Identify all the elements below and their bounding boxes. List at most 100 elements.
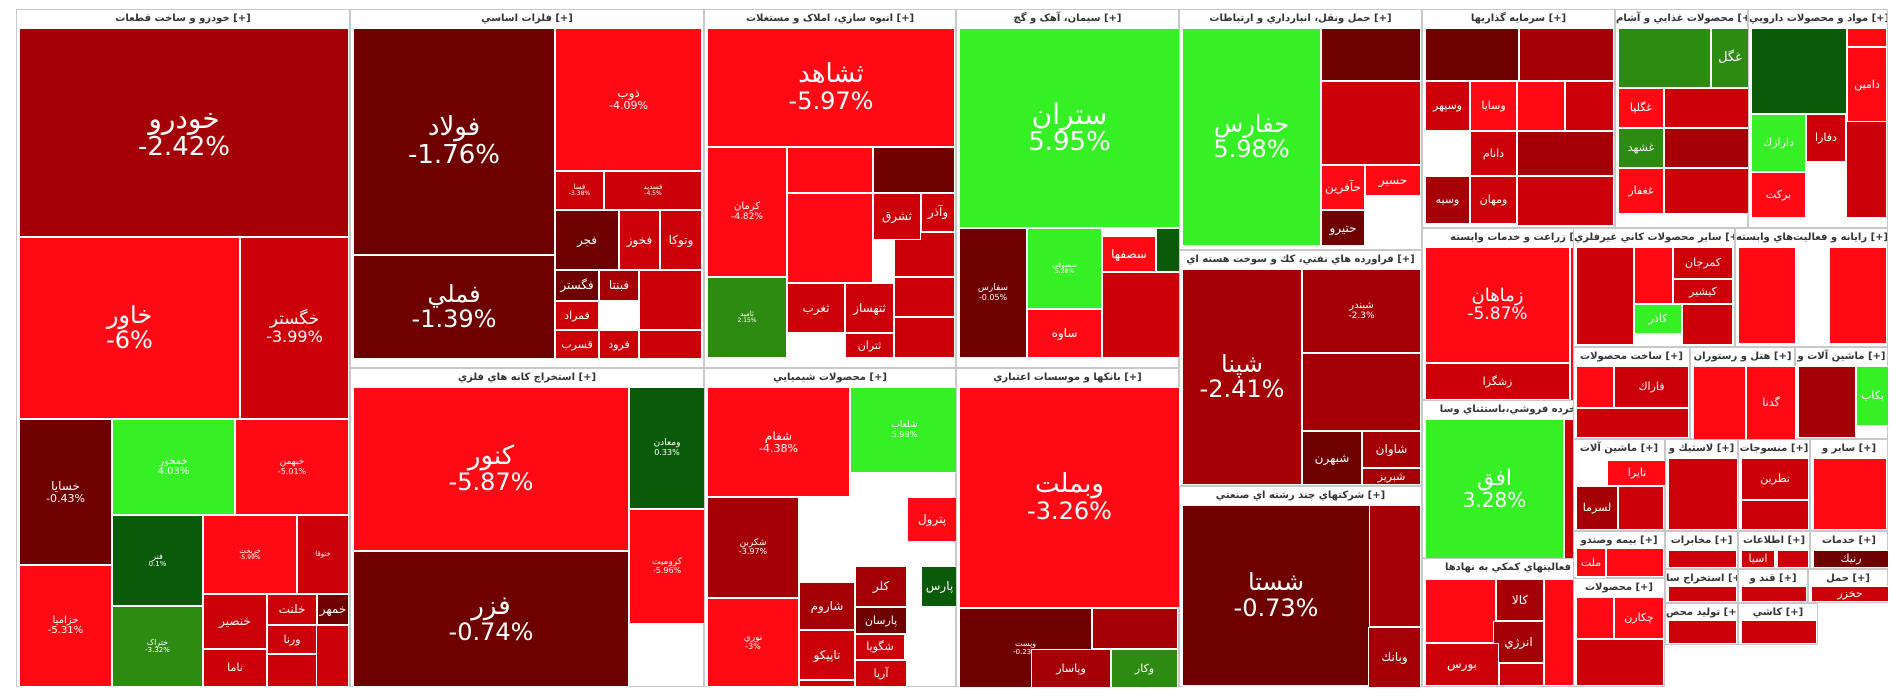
treemap-tile[interactable]: كرمان -4.82% bbox=[707, 147, 787, 277]
treemap-tile[interactable] bbox=[1302, 353, 1421, 431]
treemap-tile[interactable]: انرژي bbox=[1493, 621, 1544, 663]
treemap-tile[interactable] bbox=[1847, 28, 1887, 47]
treemap-tile[interactable] bbox=[799, 680, 855, 687]
treemap-tile[interactable]: خلنت bbox=[267, 594, 317, 625]
treemap-tile[interactable]: شبريز bbox=[1362, 468, 1421, 485]
treemap-tile[interactable] bbox=[1517, 81, 1565, 131]
treemap-tile[interactable]: حفارس 5.98% bbox=[1182, 28, 1321, 246]
sector-title[interactable]: ماشين آلات [+] bbox=[1574, 440, 1664, 458]
treemap-tile[interactable]: شكربن -3.97% bbox=[707, 497, 799, 598]
treemap-tile[interactable]: چكارن bbox=[1614, 597, 1664, 639]
treemap-tile[interactable]: فنر 0.1% bbox=[112, 515, 203, 606]
treemap-tile[interactable]: گدنا bbox=[1746, 366, 1796, 440]
treemap-tile[interactable]: وپاسار bbox=[1031, 649, 1111, 688]
treemap-tile[interactable]: خودرو -2.42% bbox=[19, 28, 349, 237]
treemap-tile[interactable]: خزاميا -5.31% bbox=[19, 565, 112, 687]
sector-title[interactable]: محصولات شيميايي [+] bbox=[705, 369, 955, 387]
treemap-tile[interactable] bbox=[1565, 81, 1614, 131]
treemap-tile[interactable] bbox=[639, 330, 702, 359]
treemap-tile[interactable]: نطرين bbox=[1741, 458, 1809, 500]
treemap-tile[interactable] bbox=[1668, 620, 1737, 644]
sector-title[interactable]: قند و [+] bbox=[1739, 570, 1807, 588]
treemap-tile[interactable]: ذوب -4.09% bbox=[555, 28, 702, 171]
treemap-tile[interactable] bbox=[1576, 597, 1614, 639]
sector-title[interactable]: مواد و محصولات دارويي [+] bbox=[1749, 10, 1887, 28]
sector-title[interactable]: منسوجات [+] bbox=[1739, 440, 1809, 458]
treemap-tile[interactable]: رنيك bbox=[1813, 550, 1889, 568]
treemap-tile[interactable]: قسرب bbox=[555, 330, 599, 359]
treemap-tile[interactable] bbox=[1092, 608, 1178, 649]
treemap-tile[interactable]: بركت bbox=[1751, 172, 1806, 218]
treemap-tile[interactable]: تاپيكو bbox=[799, 630, 855, 680]
treemap-tile[interactable]: خاور -6% bbox=[19, 237, 240, 419]
treemap-tile[interactable] bbox=[1519, 28, 1614, 81]
treemap-tile[interactable] bbox=[1517, 131, 1614, 176]
treemap-tile[interactable]: سفارس -0.05% bbox=[959, 228, 1027, 358]
treemap-tile[interactable] bbox=[1813, 458, 1887, 530]
treemap-tile[interactable] bbox=[1634, 247, 1673, 304]
treemap-tile[interactable]: خنصير bbox=[203, 594, 267, 649]
sector-title[interactable]: سيمان، آهک و گچ [+] bbox=[957, 10, 1178, 28]
treemap-tile[interactable]: شبهرن bbox=[1302, 431, 1362, 485]
treemap-tile[interactable]: حسير bbox=[1365, 165, 1421, 196]
treemap-tile[interactable]: دارازك bbox=[1751, 114, 1806, 172]
treemap-tile[interactable]: لسرما bbox=[1576, 486, 1618, 530]
sector-title[interactable]: استخراج سا [+] bbox=[1666, 570, 1737, 588]
treemap-tile[interactable] bbox=[1741, 586, 1807, 602]
treemap-tile[interactable]: فزر -0.74% bbox=[353, 551, 629, 687]
treemap-tile[interactable]: پترول bbox=[907, 497, 957, 542]
sector-title[interactable]: توليد محص [+] bbox=[1666, 604, 1737, 622]
treemap-tile[interactable]: خمحور 4.03% bbox=[112, 419, 235, 515]
sector-title[interactable]: بانكها و موسسات اعتباري [+] bbox=[957, 369, 1178, 387]
treemap-tile[interactable] bbox=[1499, 663, 1544, 686]
sector-title[interactable]: محصولات غذايي و آشام [+] bbox=[1616, 10, 1747, 28]
treemap-tile[interactable]: دفارا bbox=[1806, 114, 1846, 162]
sector-title[interactable]: رايانه و فعاليت‌هاي وابسته [+] bbox=[1736, 229, 1887, 247]
treemap-tile[interactable]: وتوكا bbox=[660, 210, 702, 270]
treemap-tile[interactable]: وبانك bbox=[1368, 627, 1421, 688]
treemap-tile[interactable] bbox=[1664, 168, 1749, 214]
treemap-tile[interactable]: ناما bbox=[203, 649, 267, 687]
treemap-tile[interactable]: ساوه bbox=[1027, 309, 1102, 358]
treemap-tile[interactable] bbox=[1741, 500, 1809, 530]
treemap-tile[interactable]: ثاميد 2.15% bbox=[707, 277, 787, 358]
treemap-tile[interactable] bbox=[1425, 579, 1496, 643]
treemap-tile[interactable] bbox=[1846, 114, 1887, 218]
treemap-tile[interactable] bbox=[1102, 272, 1180, 358]
treemap-tile[interactable] bbox=[1321, 81, 1421, 165]
treemap-tile[interactable] bbox=[1798, 366, 1856, 438]
treemap-tile[interactable]: كالا bbox=[1496, 579, 1544, 621]
treemap-tile[interactable] bbox=[1682, 304, 1733, 345]
sector-title[interactable]: ساخت محصولات [+] bbox=[1574, 348, 1689, 366]
treemap-tile[interactable]: غشهد bbox=[1618, 128, 1664, 168]
treemap-tile[interactable]: وسايا bbox=[1470, 81, 1517, 131]
treemap-tile[interactable] bbox=[1606, 548, 1664, 577]
treemap-tile[interactable]: خسايا -0.43% bbox=[19, 419, 112, 565]
treemap-tile[interactable]: شفام -4.38% bbox=[707, 387, 850, 497]
treemap-tile[interactable]: خگستر -3.99% bbox=[240, 237, 349, 419]
treemap-tile[interactable] bbox=[787, 193, 873, 283]
treemap-tile[interactable] bbox=[1751, 28, 1847, 114]
treemap-tile[interactable]: شبندر -2.3% bbox=[1302, 269, 1421, 353]
treemap-tile[interactable] bbox=[1576, 366, 1614, 408]
sector-title[interactable]: ساير و [+] bbox=[1811, 440, 1887, 458]
treemap-tile[interactable]: ستران 5.95% bbox=[959, 28, 1180, 228]
treemap-tile[interactable]: فرود bbox=[599, 330, 639, 359]
treemap-tile[interactable]: شلعاب 5.98% bbox=[850, 387, 959, 473]
treemap-tile[interactable] bbox=[1741, 620, 1817, 644]
treemap-tile[interactable]: كيشير bbox=[1673, 279, 1733, 304]
sector-title[interactable]: بيمه وصندو [+] bbox=[1574, 532, 1664, 550]
treemap-tile[interactable] bbox=[1693, 366, 1746, 440]
treemap-tile[interactable]: كلر bbox=[855, 566, 907, 607]
sector-title[interactable]: خدمات [+] bbox=[1811, 532, 1887, 550]
treemap-tile[interactable]: حتيرو bbox=[1321, 210, 1365, 246]
treemap-tile[interactable]: کنور -5.87% bbox=[353, 387, 629, 551]
treemap-tile[interactable]: ختوقا bbox=[297, 515, 349, 594]
treemap-tile[interactable] bbox=[787, 147, 873, 193]
sector-title[interactable]: لاستيك و [+] bbox=[1666, 440, 1737, 458]
treemap-tile[interactable]: اسيا bbox=[1741, 550, 1775, 568]
sector-title[interactable]: سرمايه گذاريها [+] bbox=[1423, 10, 1614, 28]
treemap-tile[interactable]: زماهان -5.87% bbox=[1425, 247, 1570, 363]
treemap-tile[interactable] bbox=[1668, 458, 1738, 530]
treemap-tile[interactable] bbox=[1664, 128, 1749, 168]
